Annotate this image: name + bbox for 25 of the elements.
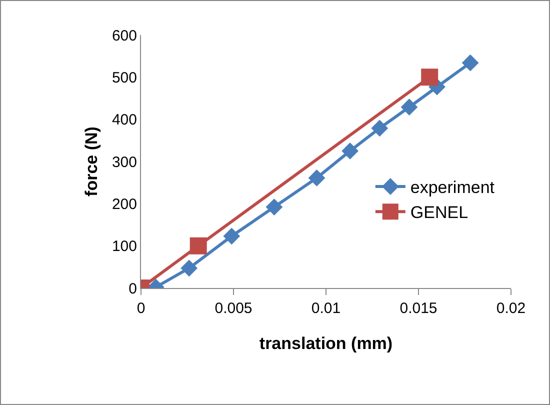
x-tick-label: 0.015 [400, 300, 438, 317]
point [190, 237, 207, 254]
legend-label: experiment [410, 178, 495, 198]
legend-label: GENEL [410, 203, 468, 222]
point [223, 228, 240, 245]
point [421, 68, 438, 86]
y-tick-label: 500 [112, 69, 137, 86]
point [180, 260, 198, 277]
point [342, 142, 358, 160]
point [371, 120, 388, 137]
y-tick-label: 300 [112, 154, 137, 171]
y-tick-label: 600 [112, 27, 137, 44]
y-tick-label: 200 [112, 196, 137, 213]
y-tick-label: 100 [112, 238, 137, 256]
point [462, 54, 479, 72]
y-axis-title: force (N) [82, 126, 101, 196]
x-tick-label: 0.005 [214, 300, 252, 317]
point [308, 170, 326, 186]
y-tick-label: 0 [128, 280, 137, 298]
point [266, 198, 283, 216]
x-axis-title: translation (mm) [259, 334, 393, 353]
y-tick-label: 400 [112, 112, 137, 129]
x-tick-label: 0.02 [496, 300, 526, 317]
point [400, 98, 418, 116]
x-tick-label: 0.01 [311, 300, 341, 317]
